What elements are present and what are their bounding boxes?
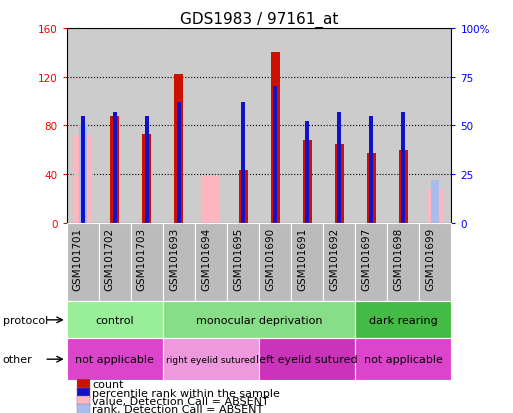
- Bar: [202, 177, 220, 223]
- Text: control: control: [95, 315, 134, 325]
- Bar: [355, 339, 451, 380]
- Text: GSM101703: GSM101703: [137, 227, 147, 290]
- Text: dark rearing: dark rearing: [369, 315, 438, 325]
- Bar: [291, 223, 323, 301]
- Text: GSM101692: GSM101692: [329, 227, 339, 290]
- Text: GSM101697: GSM101697: [361, 227, 371, 290]
- Bar: [369, 116, 373, 223]
- Text: GSM101702: GSM101702: [105, 227, 115, 290]
- Text: count: count: [92, 380, 124, 389]
- Bar: [239, 171, 247, 223]
- Bar: [241, 103, 245, 223]
- Bar: [401, 112, 405, 223]
- Bar: [338, 112, 341, 223]
- Bar: [355, 301, 451, 339]
- Text: monocular deprivation: monocular deprivation: [196, 315, 322, 325]
- Bar: [163, 223, 195, 301]
- Bar: [227, 223, 259, 301]
- Bar: [323, 223, 355, 301]
- Bar: [303, 140, 311, 223]
- Text: percentile rank within the sample: percentile rank within the sample: [92, 388, 280, 398]
- Bar: [74, 135, 91, 223]
- Bar: [270, 53, 280, 223]
- Bar: [142, 135, 151, 223]
- Bar: [305, 122, 309, 223]
- Bar: [98, 223, 131, 301]
- Text: GSM101695: GSM101695: [233, 227, 243, 290]
- Text: other: other: [3, 354, 32, 364]
- Bar: [163, 301, 355, 339]
- Text: GSM101691: GSM101691: [297, 227, 307, 290]
- Bar: [334, 144, 344, 223]
- Text: not applicable: not applicable: [75, 354, 154, 364]
- Text: right eyelid sutured: right eyelid sutured: [166, 355, 255, 364]
- Bar: [431, 180, 440, 223]
- Bar: [367, 154, 376, 223]
- Text: value, Detection Call = ABSENT: value, Detection Call = ABSENT: [92, 396, 269, 406]
- Bar: [259, 223, 291, 301]
- Text: rank, Detection Call = ABSENT: rank, Detection Call = ABSENT: [92, 404, 264, 413]
- Text: GSM101693: GSM101693: [169, 227, 179, 290]
- Bar: [273, 87, 277, 223]
- Text: GSM101690: GSM101690: [265, 227, 275, 290]
- Text: protocol: protocol: [3, 315, 48, 325]
- Text: left eyelid sutured: left eyelid sutured: [256, 354, 358, 364]
- Text: GSM101699: GSM101699: [425, 227, 436, 290]
- Title: GDS1983 / 97161_at: GDS1983 / 97161_at: [180, 12, 338, 28]
- Bar: [420, 223, 451, 301]
- Text: GSM101701: GSM101701: [73, 227, 83, 290]
- Bar: [163, 339, 259, 380]
- Bar: [399, 150, 408, 223]
- Bar: [110, 116, 119, 223]
- Bar: [131, 223, 163, 301]
- Bar: [67, 301, 163, 339]
- Bar: [427, 189, 444, 223]
- Bar: [67, 223, 98, 301]
- Text: GSM101694: GSM101694: [201, 227, 211, 290]
- Bar: [78, 126, 87, 223]
- Bar: [67, 339, 163, 380]
- Bar: [259, 339, 355, 380]
- Bar: [195, 223, 227, 301]
- Bar: [174, 75, 183, 223]
- Bar: [355, 223, 387, 301]
- Text: GSM101698: GSM101698: [393, 227, 403, 290]
- Bar: [145, 116, 149, 223]
- Bar: [387, 223, 420, 301]
- Text: not applicable: not applicable: [364, 354, 443, 364]
- Bar: [113, 112, 116, 223]
- Bar: [177, 103, 181, 223]
- Bar: [81, 116, 85, 223]
